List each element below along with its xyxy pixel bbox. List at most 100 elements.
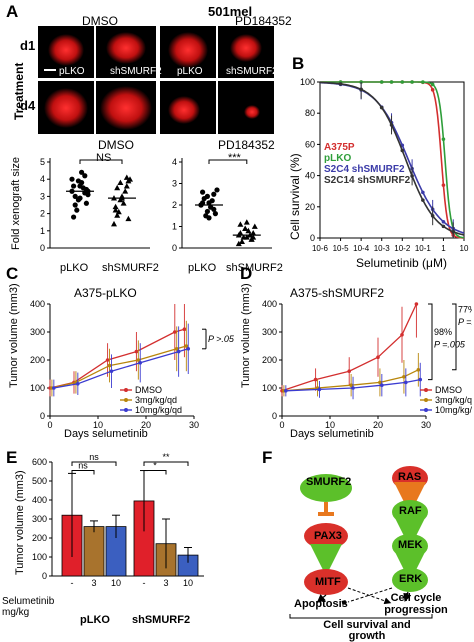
data-point <box>72 193 78 199</box>
data-point <box>69 176 75 182</box>
data-point <box>441 183 446 187</box>
data-point <box>206 215 212 221</box>
data-point <box>239 238 245 244</box>
data-point <box>379 80 384 84</box>
b-xlabel: Selumetinib (μM) <box>356 256 447 270</box>
data-point <box>200 189 206 195</box>
data-point <box>410 80 414 84</box>
x-tick-label: 10-3 <box>374 244 391 253</box>
sig-star <box>143 470 167 475</box>
y-tick-label: 4 <box>40 174 45 184</box>
legend-0: A375P <box>324 142 355 153</box>
data-point <box>418 377 423 382</box>
data-point <box>243 219 250 225</box>
e-dose-header: Selumetinib mg/kg <box>2 596 55 618</box>
legend-label-0: DMSO <box>135 385 162 395</box>
data-point <box>245 227 252 234</box>
micrograph-d4-dmso-shsmurf2 <box>96 81 156 134</box>
data-point <box>77 183 83 189</box>
data-point <box>400 148 405 153</box>
data-point <box>317 387 322 392</box>
sig-ns-1 <box>71 461 117 466</box>
x-tick-label: 10 <box>460 244 469 253</box>
series-line-0 <box>281 303 417 392</box>
label-erk: ERK <box>399 573 423 585</box>
data-point <box>71 183 77 189</box>
series-line-0 <box>49 328 185 389</box>
data-point <box>174 347 179 351</box>
data-point <box>83 200 89 206</box>
c-title: A375-pLKO <box>74 286 137 300</box>
series-line-2 <box>285 378 421 392</box>
data-point <box>402 375 406 379</box>
micrograph-d1-dmso-shsmurf2 <box>96 26 156 78</box>
y-tick-label: 5 <box>40 157 45 167</box>
node-mitf <box>304 569 348 595</box>
y-tick-label: 80 <box>305 108 315 118</box>
x-tick-label: 10-1 <box>415 244 432 253</box>
panelA-row-d1: d1 <box>20 38 36 53</box>
data-point <box>79 169 85 175</box>
data-point <box>125 177 132 184</box>
data-point <box>211 191 217 197</box>
label-smurf2: SMURF2 <box>306 476 352 488</box>
data-point <box>214 187 220 193</box>
data-point <box>338 82 343 86</box>
data-point <box>107 363 112 368</box>
dose-label-4: 3 <box>163 578 168 588</box>
bottom-label: Cell survival and growth <box>323 619 411 642</box>
data-point <box>237 229 244 236</box>
sig-ns-2-label: ns <box>78 461 88 471</box>
y-tick-label: 2 <box>40 209 45 219</box>
data-point <box>134 349 139 354</box>
data-point <box>430 82 435 87</box>
data-point <box>76 382 80 386</box>
label-raf: RAF <box>399 505 422 517</box>
dot-right-cat-1: pLKO <box>188 262 217 274</box>
dot-plot-dmso: 0 1 2 3 4 5 <box>40 157 150 253</box>
sig-ns-2 <box>71 470 95 475</box>
data-point <box>72 202 78 208</box>
d-xlabel: Days selumetinib <box>290 428 374 440</box>
data-point <box>421 198 425 202</box>
data-point <box>421 80 425 84</box>
legend-label-1: 3mg/kg/qd <box>135 395 177 405</box>
image-label-1: pLKO <box>59 66 85 77</box>
sig-star-label: * <box>153 461 157 471</box>
y-tick-label: 1 <box>40 226 45 236</box>
label-mek: MEK <box>398 539 423 551</box>
x-tick-label: 1 <box>441 244 446 253</box>
legend-label-2: 10mg/kg/qd <box>135 405 182 415</box>
data-point <box>378 380 382 385</box>
data-point <box>138 361 143 365</box>
x-tick-label: 30 <box>421 420 431 428</box>
data-point <box>112 203 119 210</box>
micrograph-d4-pd-plko <box>160 81 216 134</box>
legend-label-1: 3mg/kg/qd <box>435 395 472 405</box>
y-tick-label: 300 <box>32 514 47 524</box>
data-point <box>186 347 191 351</box>
y-tick-label: 60 <box>305 139 315 149</box>
label-pax3: PAX3 <box>314 530 342 542</box>
y-tick-label: 100 <box>32 552 47 562</box>
tumor-growth-plko-chart: 0 100 200 300 400 0 10 20 30 DMSO3mg/kg/qd10mg/kg… <box>30 299 234 428</box>
x-tick-label: 30 <box>189 420 199 428</box>
legend-2: S2C4 shSMURF2 <box>324 164 405 175</box>
series-line-1 <box>283 369 419 392</box>
x-tick-label: 10-5 <box>333 244 350 253</box>
x-tick-label: 10-6 <box>312 244 329 253</box>
data-point <box>114 184 121 191</box>
data-point <box>125 215 132 222</box>
bracket-98 <box>428 303 433 381</box>
panel-label-f: F <box>262 448 273 467</box>
dose-label-5: 10 <box>183 578 193 588</box>
sig-ns-1-label: ns <box>89 452 99 462</box>
y-tick-label: 500 <box>32 476 47 486</box>
x-tick-label: 10-4 <box>353 244 370 253</box>
y-tick-label: 200 <box>32 533 47 543</box>
sig-starstar-label: ** <box>162 452 170 462</box>
legend-marker <box>124 388 128 392</box>
dose-label-0: - <box>71 578 74 588</box>
annot-p025: P =.025 <box>458 317 472 327</box>
